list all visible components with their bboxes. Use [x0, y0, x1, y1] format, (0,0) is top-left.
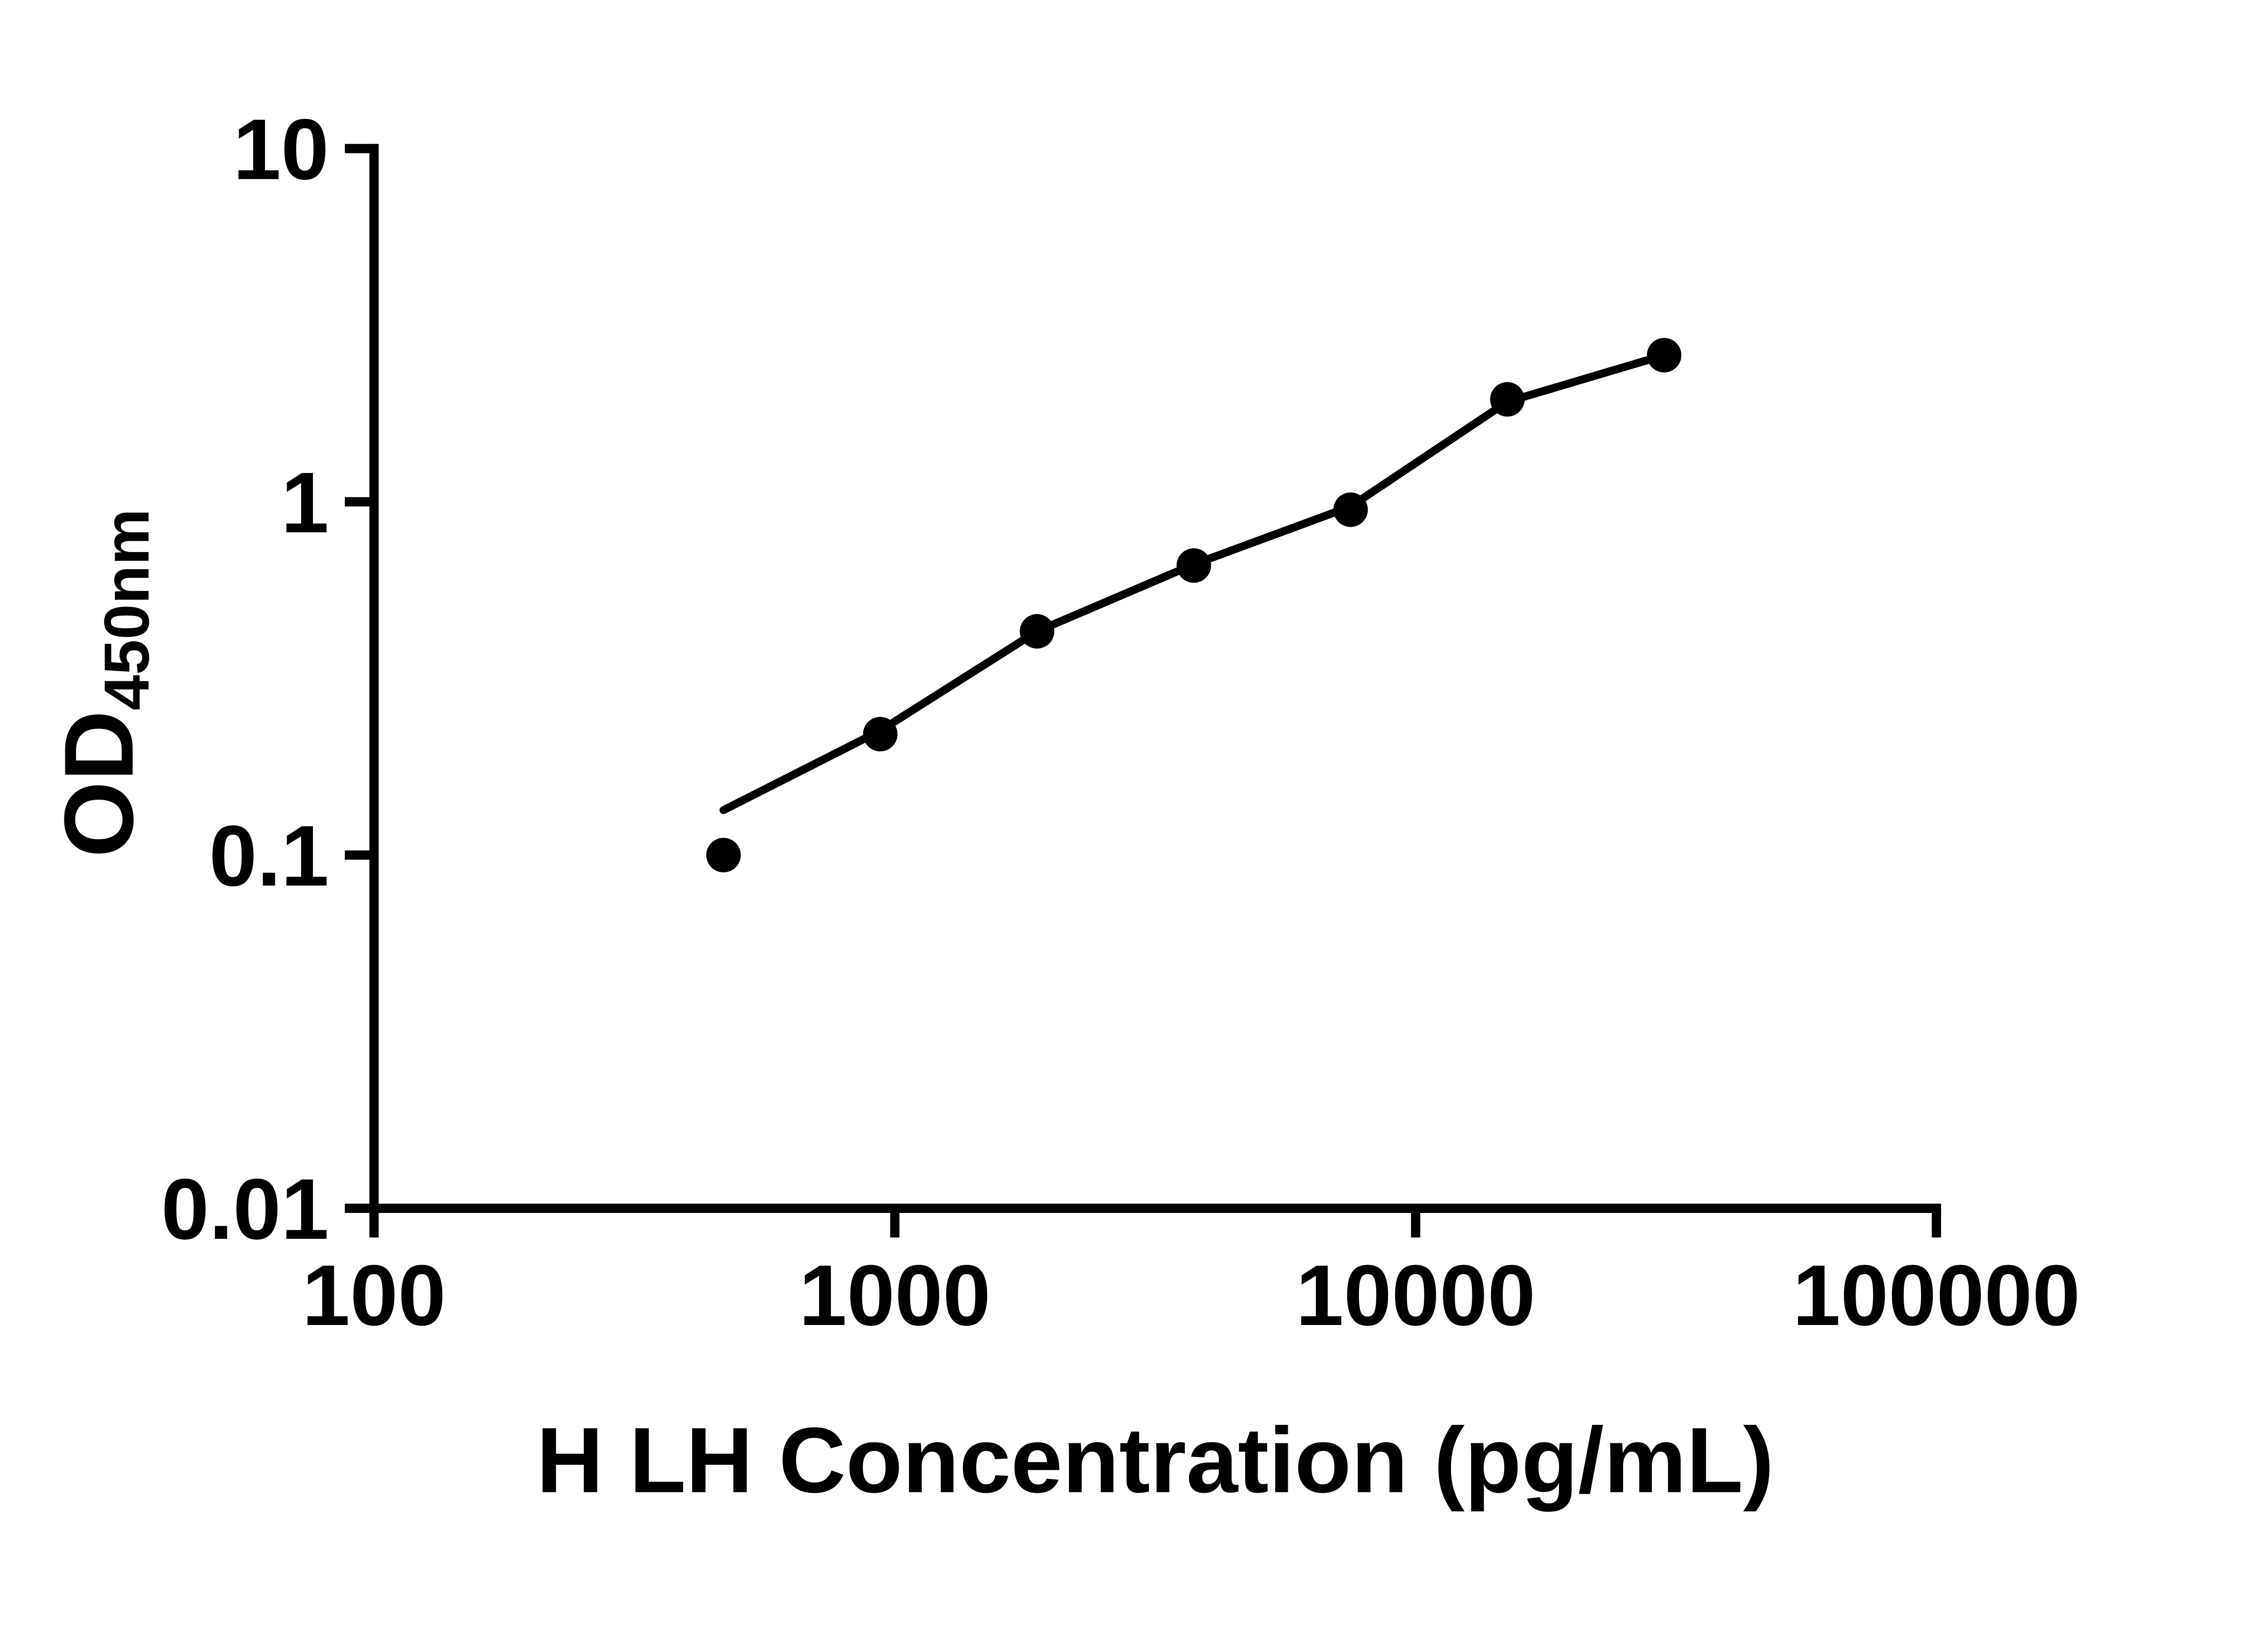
- data-point: [1176, 548, 1211, 583]
- elisa-standard-curve-figure: 100 1000 10000 100000 10 1 0.1 0.01 H LH Concen…: [0, 0, 2268, 1592]
- data-point: [1333, 492, 1368, 527]
- axes: [369, 144, 1941, 1213]
- y-axis-title-main: OD: [44, 710, 153, 858]
- tick-marks: [345, 144, 1941, 1238]
- y-axis-title: OD450nm: [44, 508, 162, 857]
- x-tick-label: 1000: [799, 1247, 991, 1344]
- data-point: [706, 838, 741, 873]
- y-tick-label: 0.1: [209, 808, 329, 904]
- y-tick-label: 0.01: [161, 1161, 329, 1257]
- y-tick-label: 10: [233, 102, 329, 198]
- data-point: [1490, 382, 1525, 417]
- data-point: [1020, 614, 1055, 649]
- x-axis-title: H LH Concentration (pg/mL): [537, 1408, 1774, 1512]
- tick-labels: 100 1000 10000 100000 10 1 0.1 0.01: [161, 102, 2080, 1344]
- standard-curve-chart: 100 1000 10000 100000 10 1 0.1 0.01 H LH Concen…: [0, 0, 2268, 1592]
- x-tick-label: 100: [302, 1247, 446, 1344]
- data-point: [863, 717, 898, 752]
- chart-background: [0, 0, 2268, 1592]
- x-tick-label: 10000: [1296, 1247, 1535, 1344]
- y-axis-title-subscript: 450nm: [91, 508, 162, 710]
- data-point: [1647, 338, 1681, 373]
- data-points: [706, 338, 1681, 873]
- y-tick-label: 1: [281, 455, 329, 551]
- x-tick-label: 100000: [1793, 1247, 2080, 1344]
